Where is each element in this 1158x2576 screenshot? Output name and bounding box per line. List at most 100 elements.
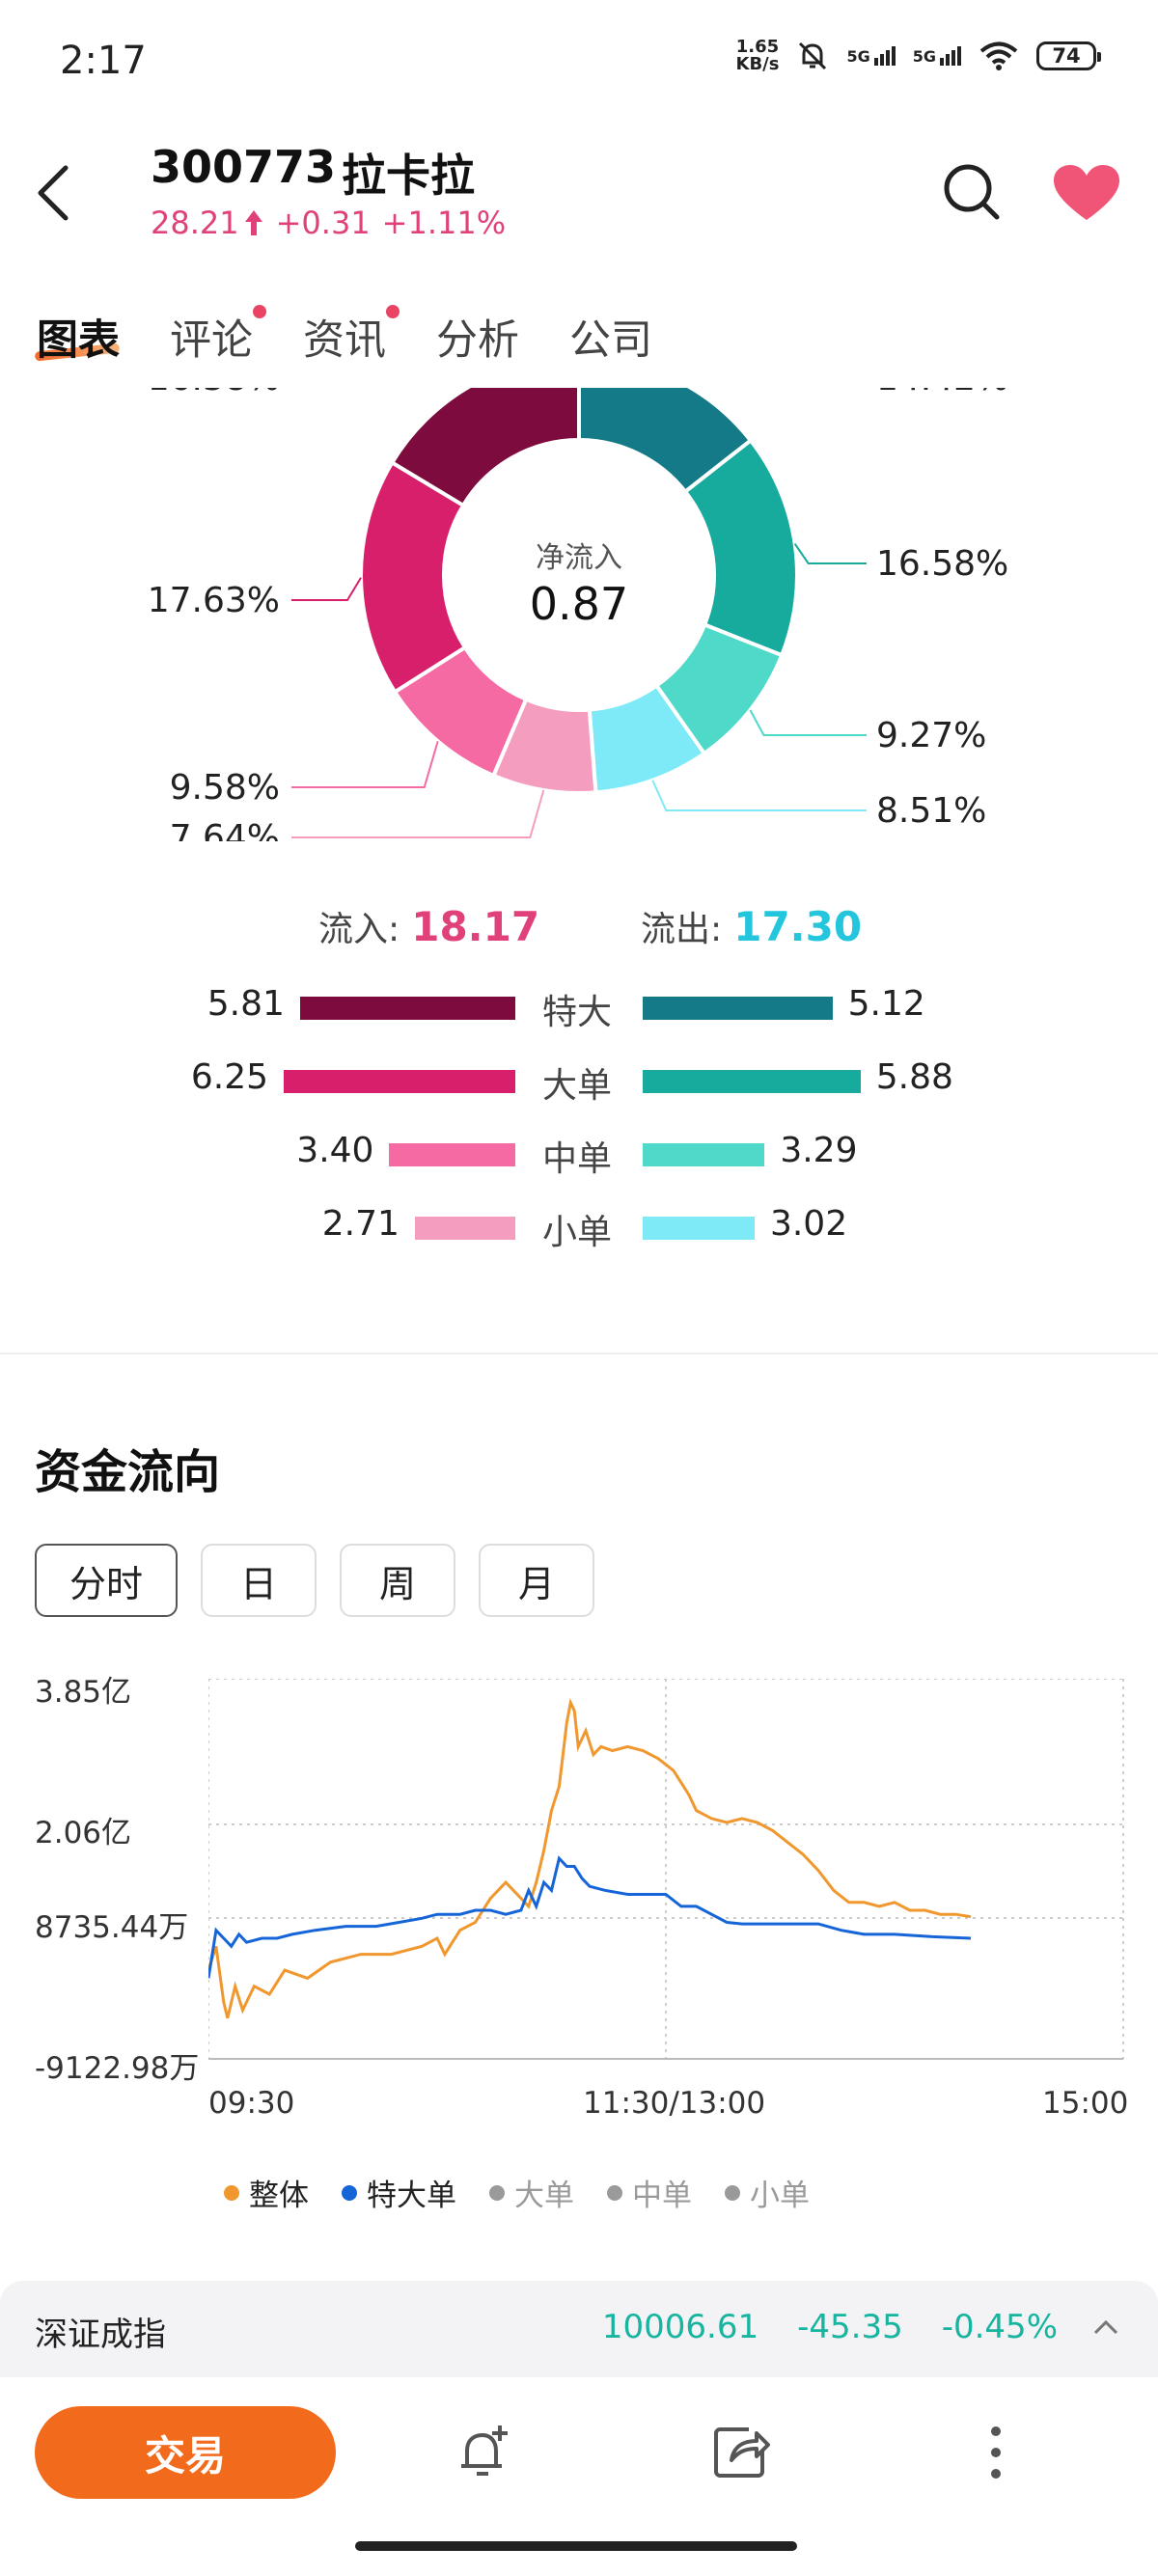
home-indicator xyxy=(355,2541,797,2551)
period-month[interactable]: 月 xyxy=(479,1544,594,1617)
slice-label: 14.42% xyxy=(876,388,1008,398)
arrow-up-icon xyxy=(244,210,262,235)
fund-flow-line-chart xyxy=(208,1679,1124,2060)
series-line-overall xyxy=(208,1697,972,2019)
legend-item[interactable]: 整体 xyxy=(224,2171,309,2214)
outflow-bar xyxy=(643,997,833,1020)
y-tick-label: 8735.44万 xyxy=(35,1910,189,1945)
x-tick-label: 11:30/13:00 xyxy=(583,2086,766,2121)
leader-line xyxy=(749,709,867,736)
price-change: +0.31 xyxy=(275,205,371,241)
order-size-label: 大单 xyxy=(542,1066,613,1106)
index-name: 深证成指 xyxy=(35,2316,166,2354)
legend-item[interactable]: 小单 xyxy=(725,2171,810,2214)
search-icon[interactable] xyxy=(942,162,1002,222)
leader-line xyxy=(291,789,545,838)
outflow-value: 3.29 xyxy=(780,1131,858,1170)
section-divider xyxy=(0,1353,1158,1355)
tab-news-label: 资讯 xyxy=(303,316,386,365)
inflow-value: 5.81 xyxy=(207,984,285,1024)
share-icon[interactable] xyxy=(710,2422,772,2483)
slice-label: 16.58% xyxy=(876,544,1008,584)
series-line-super-large xyxy=(208,1855,972,1979)
index-change: -45.35 xyxy=(797,2308,903,2346)
legend-item[interactable]: 大单 xyxy=(489,2171,574,2214)
chart-legend: 整体 特大单 大单 中单 小单 xyxy=(224,2171,810,2214)
x-tick-label: 15:00 xyxy=(1042,2086,1129,2121)
net-type-2: 5G xyxy=(912,47,936,66)
tab-chart[interactable]: 图表 xyxy=(37,307,120,367)
donut-area: 16.38% 17.63% 9.58% 7.64% 14.42% 16.58% … xyxy=(0,388,1158,841)
inflow-bar xyxy=(284,1070,515,1093)
y-tick-label: 3.85亿 xyxy=(35,1675,132,1710)
inflow-label: 流入: xyxy=(318,910,400,949)
period-intraday[interactable]: 分时 xyxy=(35,1544,178,1617)
period-week[interactable]: 周 xyxy=(340,1544,455,1617)
chevron-up-icon[interactable] xyxy=(1092,2317,1119,2337)
wifi-icon xyxy=(979,41,1018,70)
leader-line xyxy=(291,577,362,601)
add-alert-bell-icon[interactable] xyxy=(455,2422,517,2483)
index-value: 10006.61 xyxy=(601,2308,759,2346)
back-icon[interactable] xyxy=(35,164,73,222)
period-day[interactable]: 日 xyxy=(201,1544,317,1617)
tab-company[interactable]: 公司 xyxy=(569,307,652,367)
outflow-value: 5.12 xyxy=(847,984,925,1024)
tab-comments-label: 评论 xyxy=(170,316,253,365)
x-tick-label: 09:30 xyxy=(208,2086,295,2121)
legend-label: 大单 xyxy=(514,2179,574,2213)
slice-label: 9.27% xyxy=(876,716,986,755)
tab-comments[interactable]: 评论 xyxy=(170,305,266,367)
battery-level: 74 xyxy=(1052,44,1081,68)
legend-item[interactable]: 中单 xyxy=(607,2171,692,2214)
order-size-label: 中单 xyxy=(542,1139,613,1179)
net-type-1: 5G xyxy=(846,47,870,66)
outflow-summary: 流出: 17.30 xyxy=(641,901,862,951)
flow-bars: 5.81 特大 5.12 6.25 大单 5.88 3.40 中单 3.29 2.71 小单 3.02 xyxy=(0,984,1158,1293)
donut-center-value: 0.87 xyxy=(530,578,628,630)
period-label: 分时 xyxy=(69,1562,143,1605)
network-speed: 1.65 KB/s xyxy=(736,39,780,73)
more-options-icon[interactable] xyxy=(984,2422,1007,2483)
inflow-summary: 流入: 18.17 xyxy=(318,901,539,951)
period-label: 周 xyxy=(378,1562,416,1605)
speed-unit: KB/s xyxy=(735,54,780,74)
signal-icon: 5G xyxy=(846,46,896,66)
order-size-label: 特大 xyxy=(542,993,613,1032)
legend-swatch xyxy=(224,2184,239,2201)
inflow-value: 3.40 xyxy=(296,1131,374,1170)
unread-dot xyxy=(253,305,266,318)
status-icons: 1.65 KB/s 5G 5G 74 xyxy=(736,39,1101,73)
legend-item[interactable]: 特大单 xyxy=(342,2171,456,2214)
tab-news[interactable]: 资讯 xyxy=(303,305,400,367)
leader-line xyxy=(651,780,867,811)
last-price: 28.21 xyxy=(151,205,239,241)
mute-bell-icon xyxy=(799,41,827,70)
legend-label: 小单 xyxy=(750,2179,810,2213)
leader-line xyxy=(291,740,439,788)
speed-value: 1.65 xyxy=(735,37,780,57)
legend-label: 特大单 xyxy=(367,2179,456,2213)
outflow-bar xyxy=(643,1217,755,1240)
outflow-label: 流出: xyxy=(641,910,723,949)
legend-swatch xyxy=(342,2184,357,2201)
index-ticker-bar[interactable] xyxy=(0,2281,1158,2377)
favorite-heart-icon[interactable] xyxy=(1052,164,1121,224)
legend-label: 整体 xyxy=(249,2179,309,2213)
trade-button[interactable]: 交易 xyxy=(35,2406,336,2499)
outflow-bar xyxy=(643,1143,765,1166)
tab-analysis-label: 分析 xyxy=(436,316,519,365)
inflow-value: 2.71 xyxy=(321,1204,400,1244)
donut-slice xyxy=(389,388,581,508)
stock-code: 300773 xyxy=(151,141,337,193)
status-time: 2:17 xyxy=(60,39,147,83)
outflow-bar xyxy=(643,1070,861,1093)
y-tick-label: 2.06亿 xyxy=(35,1816,132,1850)
slice-label: 9.58% xyxy=(170,768,280,808)
tab-analysis[interactable]: 分析 xyxy=(436,307,519,367)
index-values: 10006.61 -45.35 -0.45% xyxy=(602,2308,1058,2346)
outflow-value: 5.88 xyxy=(875,1057,953,1097)
signal-icon-2: 5G xyxy=(913,46,961,66)
donut-hole xyxy=(446,442,712,708)
quote-line: 28.21 +0.31 +1.11% xyxy=(151,205,506,241)
